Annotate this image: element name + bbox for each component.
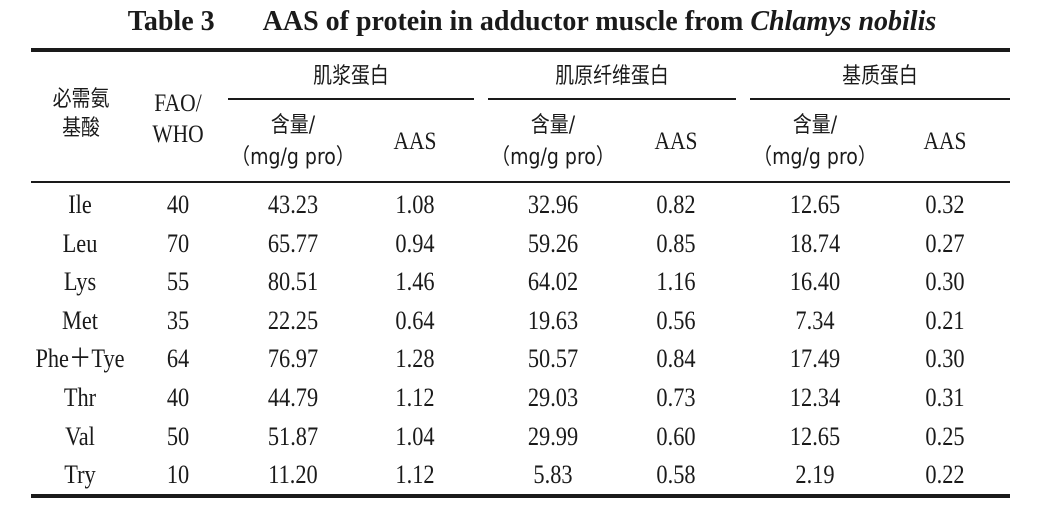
myofibrillar-aas-cell: 0.73 xyxy=(656,383,696,412)
sarcoplasmic-aas-cell: 0.64 xyxy=(395,305,435,335)
stromal-content-cell: 7.34 xyxy=(795,305,835,335)
myofibrillar-content-cell: 59.26 xyxy=(527,228,579,258)
sarcoplasmic-aas-cell: 0.94 xyxy=(395,228,435,258)
fao-who-cell: 35 xyxy=(166,305,190,335)
stromal-content-cell: 2.19 xyxy=(795,460,835,490)
stromal-aas-cell: 0.25 xyxy=(925,421,965,451)
group-underline-myofibrillar xyxy=(488,98,736,100)
sarcoplasmic-content-cell: 44.79 xyxy=(267,383,319,412)
species-name: Chlamys nobilis xyxy=(750,6,937,37)
sarcoplasmic-aas-cell: 1.46 xyxy=(395,267,435,297)
header-content-3-line1: 含量/ xyxy=(792,113,838,138)
amino-acid-cell: Thr xyxy=(63,383,97,412)
fao-who-cell: 70 xyxy=(166,228,190,258)
header-content-2-line1: 含量/ xyxy=(530,113,576,138)
header-group-sarcoplasmic: 肌浆蛋白 xyxy=(313,64,389,89)
fao-who-cell: 50 xyxy=(166,421,190,451)
stromal-content-cell: 16.40 xyxy=(789,267,841,297)
group-underline-sarcoplasmic xyxy=(228,98,474,100)
fao-who-cell: 55 xyxy=(166,267,190,297)
myofibrillar-aas-cell: 0.85 xyxy=(656,228,696,258)
fao-who-cell: 40 xyxy=(166,190,190,219)
sarcoplasmic-aas-cell: 1.08 xyxy=(395,190,435,219)
myofibrillar-content-cell: 29.99 xyxy=(527,421,579,451)
header-amino-acid-line1: 必需氨 xyxy=(52,87,110,112)
stromal-content-cell: 12.65 xyxy=(789,421,841,451)
header-group-stromal: 基质蛋白 xyxy=(842,64,918,89)
top-rule xyxy=(31,48,1010,52)
myofibrillar-content-cell: 5.83 xyxy=(533,460,573,490)
amino-acid-cell: Try xyxy=(64,460,96,490)
sarcoplasmic-content-cell: 22.25 xyxy=(267,305,319,335)
sarcoplasmic-content-cell: 80.51 xyxy=(267,267,319,297)
stromal-aas-cell: 0.22 xyxy=(925,460,965,490)
amino-acid-cell: Met xyxy=(61,305,99,335)
myofibrillar-aas-cell: 0.60 xyxy=(656,421,696,451)
myofibrillar-aas-cell: 0.82 xyxy=(656,190,696,219)
header-aas-3: AAS xyxy=(923,128,967,155)
sarcoplasmic-content-cell: 76.97 xyxy=(267,344,319,374)
table-caption: Table 3 AAS of protein in adductor muscle… xyxy=(0,6,1064,38)
fao-who-cell: 40 xyxy=(166,383,190,412)
table-title: AAS of protein in adductor muscle from xyxy=(262,6,744,37)
stromal-aas-cell: 0.21 xyxy=(925,305,965,335)
header-content-1-line1: 含量/ xyxy=(270,113,316,138)
stromal-aas-cell: 0.30 xyxy=(925,344,965,374)
header-content-2-line2: （mg/g pro） xyxy=(491,145,615,170)
sarcoplasmic-content-cell: 65.77 xyxy=(267,228,319,258)
myofibrillar-aas-cell: 0.84 xyxy=(656,344,696,374)
stromal-aas-cell: 0.27 xyxy=(925,228,965,258)
stromal-aas-cell: 0.30 xyxy=(925,267,965,297)
sarcoplasmic-content-cell: 51.87 xyxy=(267,421,319,451)
myofibrillar-content-cell: 29.03 xyxy=(527,383,579,412)
myofibrillar-aas-cell: 1.16 xyxy=(656,267,696,297)
header-content-1-line2: （mg/g pro） xyxy=(231,145,355,170)
stromal-content-cell: 12.34 xyxy=(789,383,841,412)
sarcoplasmic-aas-cell: 1.12 xyxy=(395,460,435,490)
stromal-aas-cell: 0.32 xyxy=(925,190,965,219)
myofibrillar-aas-cell: 0.56 xyxy=(656,305,696,335)
myofibrillar-aas-cell: 0.58 xyxy=(656,460,696,490)
header-fao-who-line1: FAO/ xyxy=(154,90,202,117)
myofibrillar-content-cell: 19.63 xyxy=(527,305,579,335)
stromal-content-cell: 17.49 xyxy=(789,344,841,374)
stromal-content-cell: 12.65 xyxy=(789,190,841,219)
amino-acid-cell: Val xyxy=(65,421,95,451)
myofibrillar-content-cell: 50.57 xyxy=(527,344,579,374)
sarcoplasmic-aas-cell: 1.28 xyxy=(395,344,435,374)
sarcoplasmic-content-cell: 11.20 xyxy=(268,460,318,490)
amino-acid-cell: Lys xyxy=(63,267,97,297)
header-amino-acid-line2: 基酸 xyxy=(62,116,100,141)
header-rule xyxy=(31,181,1010,183)
amino-acid-cell: Phe＋Tye xyxy=(35,344,125,374)
header-group-myofibrillar: 肌原纤维蛋白 xyxy=(555,64,669,89)
myofibrillar-content-cell: 32.96 xyxy=(527,190,579,219)
stromal-content-cell: 18.74 xyxy=(789,228,841,258)
table-number: Table 3 xyxy=(127,6,215,37)
fao-who-cell: 10 xyxy=(166,460,190,490)
header-aas-1: AAS xyxy=(393,128,437,155)
fao-who-cell: 64 xyxy=(166,344,190,374)
header-aas-2: AAS xyxy=(654,128,698,155)
sarcoplasmic-content-cell: 43.23 xyxy=(267,190,319,219)
header-fao-who-line2: WHO xyxy=(152,121,204,148)
header-content-3-line2: （mg/g pro） xyxy=(753,145,877,170)
sarcoplasmic-aas-cell: 1.12 xyxy=(395,383,435,412)
myofibrillar-content-cell: 64.02 xyxy=(527,267,579,297)
group-underline-stromal xyxy=(750,98,1010,100)
bottom-rule xyxy=(31,494,1010,498)
amino-acid-cell: Ile xyxy=(68,190,92,219)
amino-acid-cell: Leu xyxy=(62,228,98,258)
sarcoplasmic-aas-cell: 1.04 xyxy=(395,421,435,451)
stromal-aas-cell: 0.31 xyxy=(925,383,965,412)
